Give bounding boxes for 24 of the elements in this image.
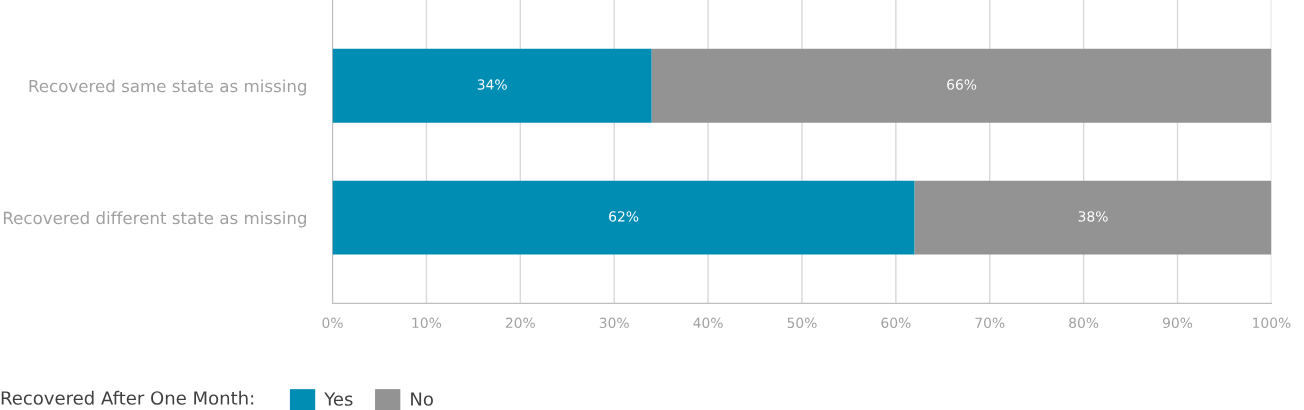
x-tick-label: 40% xyxy=(693,317,723,329)
legend-label: No xyxy=(411,392,433,406)
x-tick-label: 80% xyxy=(1069,317,1099,329)
x-tick-label: 60% xyxy=(881,317,911,329)
data-label: 38% xyxy=(1078,211,1108,222)
x-tick-label: 90% xyxy=(1162,317,1193,329)
x-tick-label: 30% xyxy=(599,317,629,329)
x-tick-label: 70% xyxy=(975,317,1005,329)
x-tick-label: 50% xyxy=(787,317,817,329)
y-tick-label: Recovered different state as missing xyxy=(3,211,307,228)
x-tick-label: 100% xyxy=(1253,317,1291,329)
x-tick-label: 20% xyxy=(505,317,535,329)
y-tick-label: Recovered same state as missing xyxy=(29,79,307,96)
bar xyxy=(914,180,1272,255)
bar xyxy=(332,180,915,255)
data-label: 34% xyxy=(477,79,507,90)
data-label: 62% xyxy=(609,211,639,222)
bar xyxy=(332,48,652,123)
legend-label: Yes xyxy=(324,392,353,406)
data-label: 66% xyxy=(947,79,977,90)
x-tick-label: 0% xyxy=(322,317,343,329)
legend-title: Recovered After One Month: xyxy=(1,390,254,405)
bar xyxy=(651,48,1272,123)
x-tick-label: 10% xyxy=(412,317,442,329)
